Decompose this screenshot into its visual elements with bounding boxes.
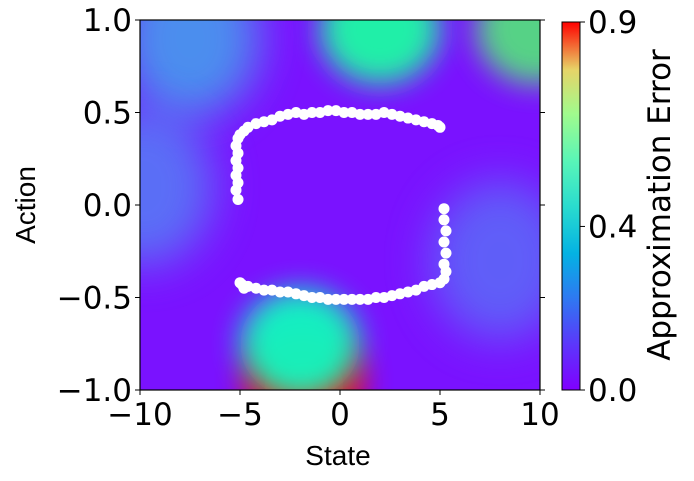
scatter-point — [440, 225, 452, 237]
scatter-point — [330, 293, 342, 305]
x-tick-label: 5 — [430, 397, 450, 433]
scatter-point — [354, 108, 366, 120]
y-tick-label: −0.5 — [57, 281, 132, 317]
y-tick-label: 0.0 — [83, 188, 132, 224]
heatmap-hotspot — [430, 180, 540, 341]
scatter-point — [378, 292, 390, 303]
heatmap-hotspot — [320, 20, 440, 85]
heatmap-hotspot — [476, 20, 540, 85]
heatmap-hotspots — [140, 20, 540, 390]
scatter-point — [438, 236, 450, 248]
x-tick-label: −5 — [217, 397, 263, 433]
scatter-point — [438, 203, 450, 215]
y-axis-label: Action — [10, 166, 41, 244]
scatter-point — [338, 107, 350, 118]
colorbar-tick-label: 0.4 — [588, 209, 637, 245]
x-tick-label: −10 — [107, 397, 172, 433]
colorbar-tick-label: 0.0 — [588, 373, 637, 409]
scatter-point — [266, 284, 278, 296]
scatter-point — [238, 282, 250, 294]
scatter-point — [314, 292, 326, 303]
x-tick-label: 10 — [520, 397, 559, 433]
scatter-point — [306, 107, 318, 118]
heatmap-hotspot — [240, 288, 360, 390]
x-axis-ticks: −10 −5 0 5 10 — [107, 390, 560, 433]
colorbar — [561, 21, 581, 391]
scatter-point — [434, 121, 446, 133]
heatmap-hotspot — [140, 106, 214, 267]
scatter-point — [232, 193, 244, 205]
y-axis-ticks: −1.0 −0.5 0.0 0.5 1.0 — [57, 3, 545, 409]
y-tick-label: 0.5 — [83, 96, 132, 132]
scatter-point — [322, 105, 334, 117]
scatter-point — [338, 293, 350, 305]
y-tick-label: −1.0 — [57, 373, 132, 409]
x-tick-label: 0 — [330, 397, 350, 433]
scatter-point — [354, 293, 366, 305]
scatter-point — [438, 214, 450, 226]
colorbar-ticks: 0.0 0.4 0.9 — [580, 5, 637, 409]
x-axis-label: State — [305, 440, 370, 471]
scatter-point — [282, 286, 294, 298]
colorbar-label: Approximation Error — [642, 49, 678, 361]
scatter-series — [230, 105, 452, 305]
heatmap-hotspot — [140, 20, 260, 119]
colorbar-tick-label: 0.9 — [588, 5, 637, 41]
scatter-point — [346, 293, 358, 305]
scatter-point — [362, 293, 374, 305]
y-tick-label: 1.0 — [83, 3, 132, 39]
scatter-point — [440, 247, 452, 259]
scatter-point — [362, 108, 374, 120]
heatmap — [140, 20, 540, 390]
